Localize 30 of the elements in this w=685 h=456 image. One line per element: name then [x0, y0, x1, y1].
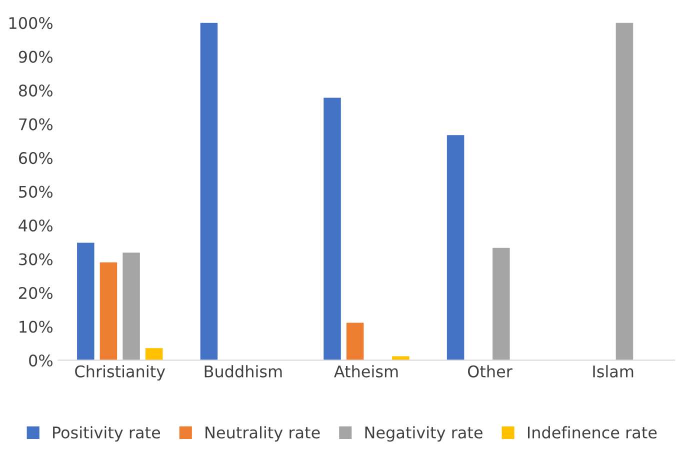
- y-tick-label: 0%: [29, 354, 52, 367]
- y-tick-label: 50%: [19, 186, 52, 198]
- y-tick-label: 30%: [19, 253, 52, 266]
- legend-label: Negativity rate: [365, 426, 482, 442]
- y-tick-label: 20%: [19, 286, 52, 300]
- bar: [346, 322, 364, 360]
- y-tick-label: 90%: [18, 50, 52, 63]
- bar: [616, 22, 634, 360]
- x-tick-label: Islam: [593, 365, 634, 378]
- x-tick-label: Other: [468, 365, 512, 378]
- y-tick-label: 40%: [18, 219, 52, 232]
- bar: [324, 98, 341, 360]
- x-tick-label: Buddhism: [204, 365, 282, 378]
- bar: [446, 135, 464, 360]
- bar: [200, 22, 218, 360]
- y-tick-label: 70%: [19, 118, 52, 130]
- y-tick-label: 80%: [18, 84, 52, 97]
- legend-label: Neutrality rate: [206, 426, 320, 442]
- y-tick-label: 60%: [18, 152, 52, 164]
- x-tick-label: Christianity: [75, 365, 166, 381]
- bar: [122, 252, 140, 360]
- y-tick-label: 100%: [9, 17, 52, 30]
- legend-label: Indefinence rate: [528, 426, 657, 439]
- bar: [77, 242, 94, 360]
- y-tick-label: 10%: [20, 320, 52, 333]
- legend-label: Positivity rate: [53, 426, 160, 442]
- bar: [145, 348, 163, 360]
- bar: [100, 262, 118, 360]
- bar: [492, 248, 510, 360]
- x-tick-label: Atheism: [334, 365, 398, 378]
